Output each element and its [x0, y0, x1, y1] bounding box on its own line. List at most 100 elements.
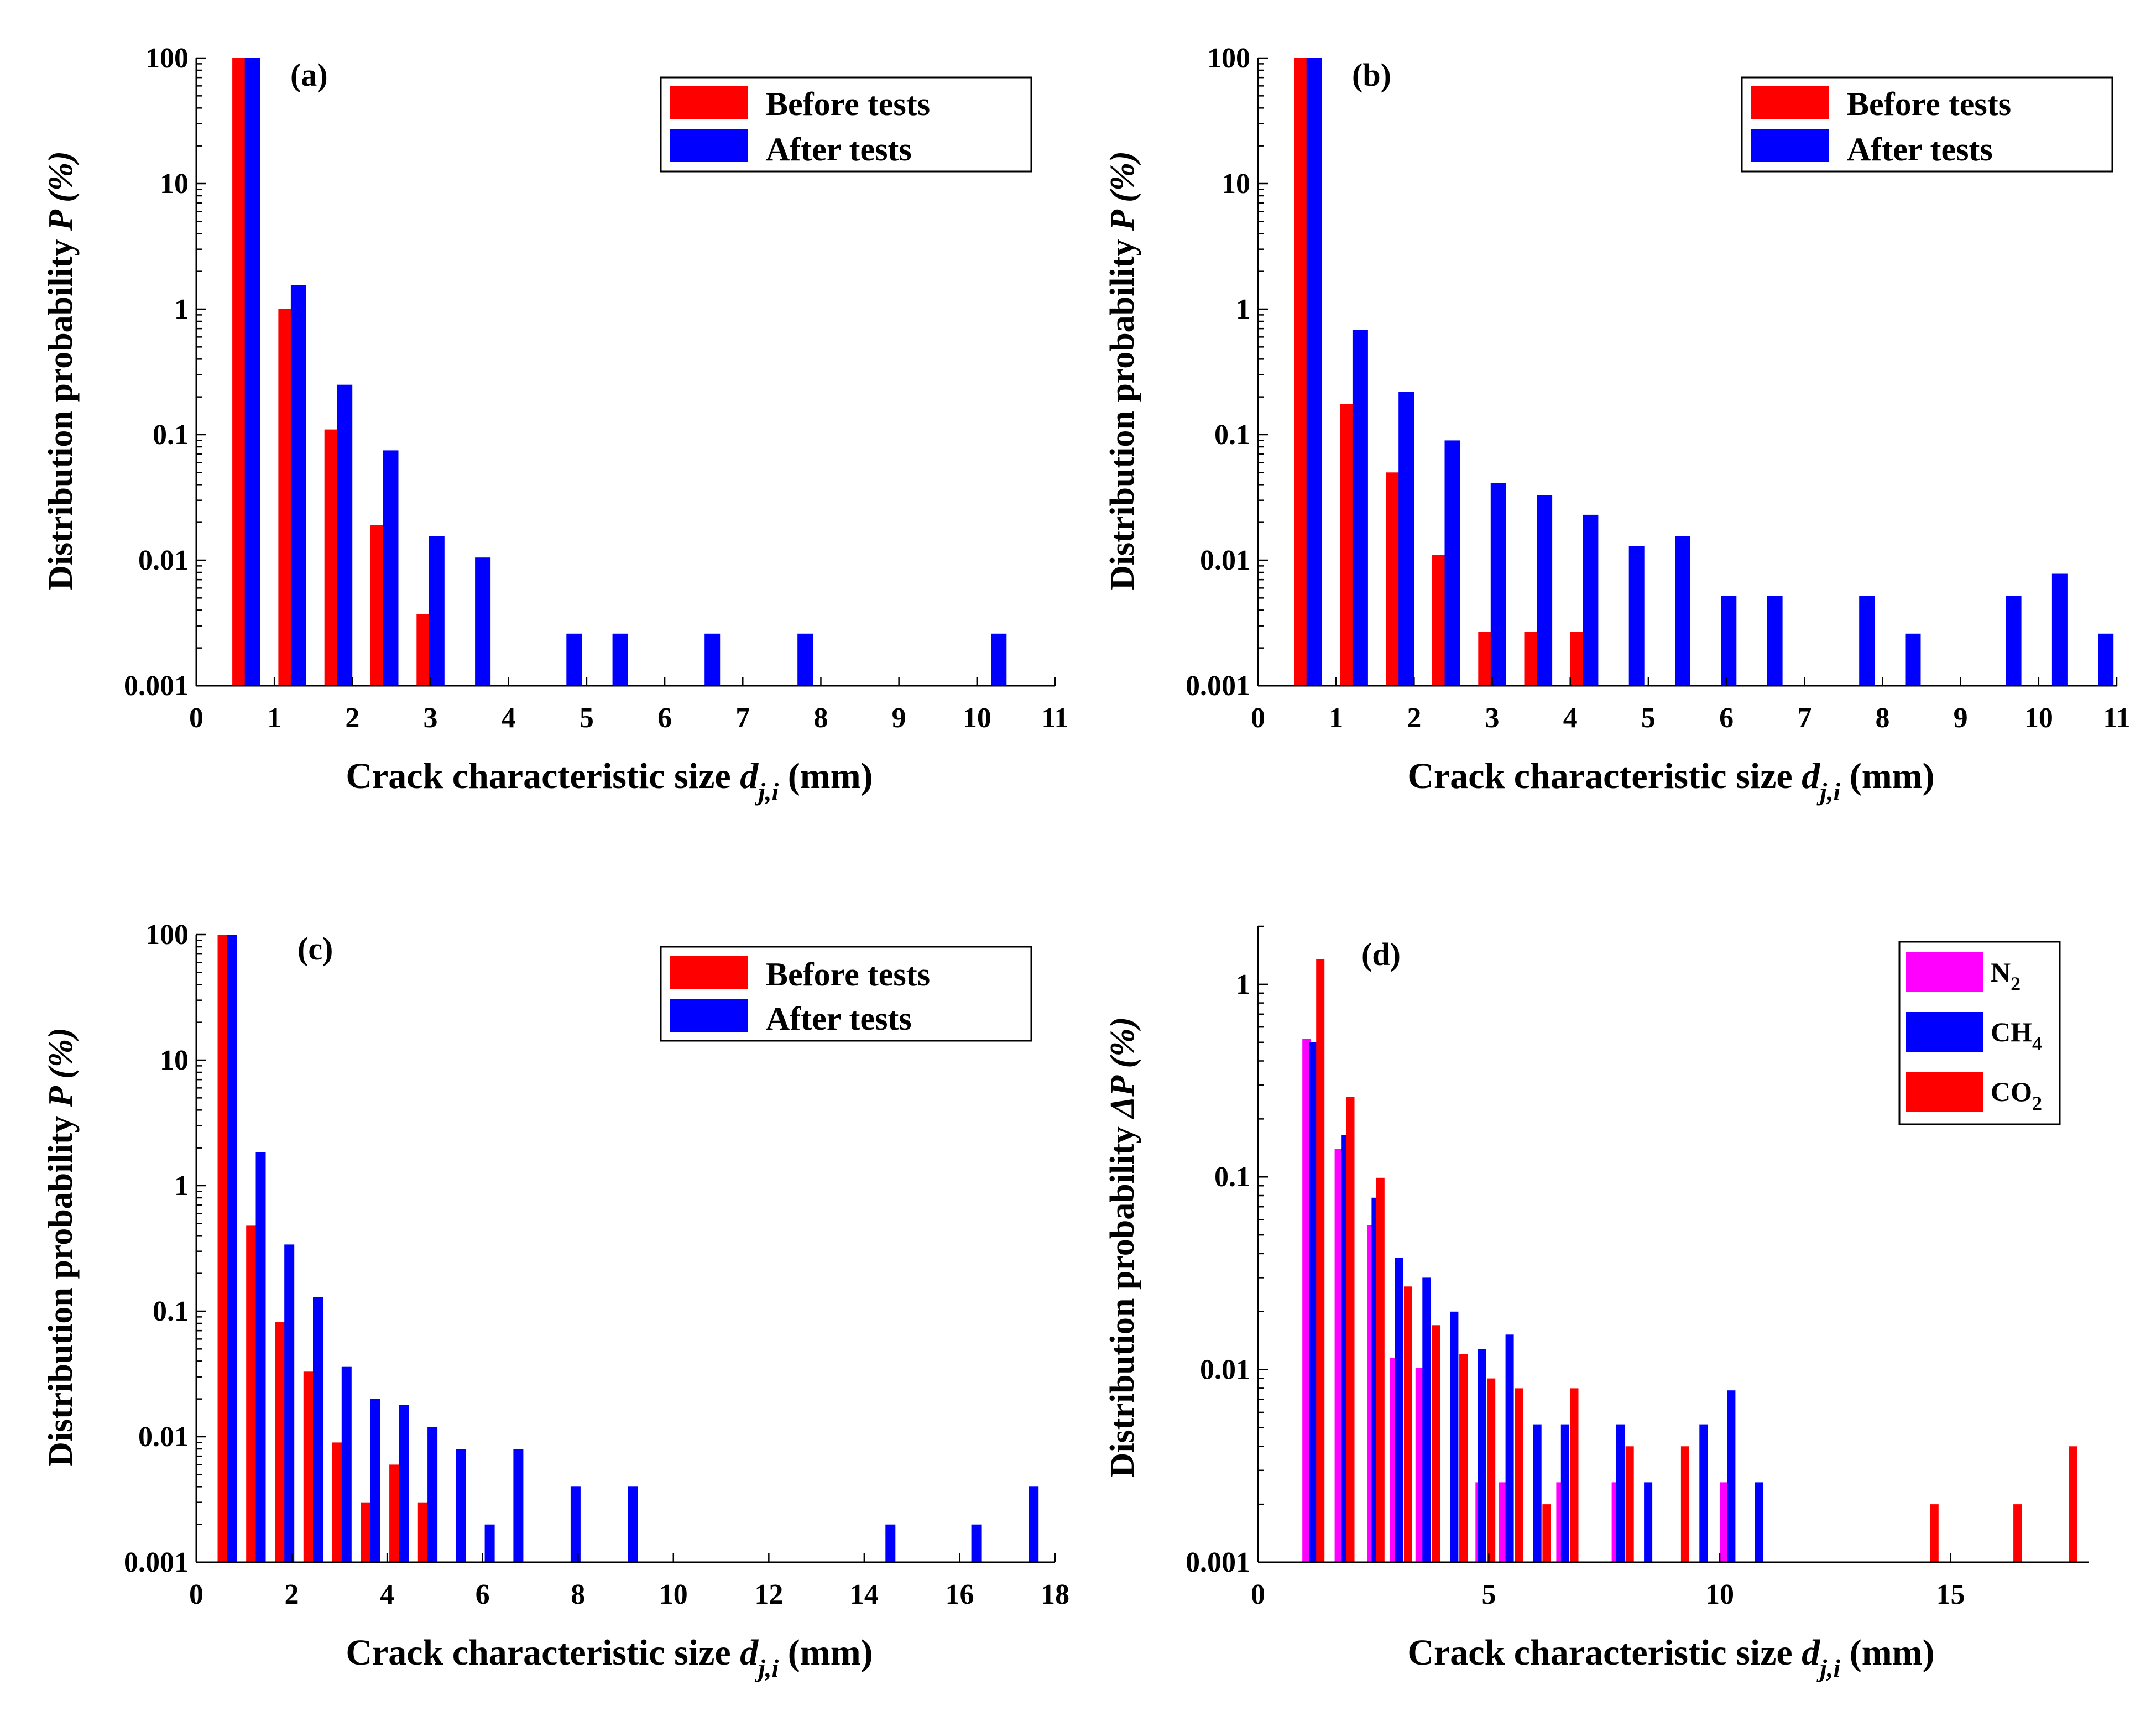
panel-d-tag: (d) — [1361, 936, 1401, 972]
panel-c-bar-after-tests-5 — [370, 1399, 380, 1562]
panel-d-bar-co2-0 — [1316, 959, 1325, 1562]
panel-d-bar-ch4-11 — [1644, 1482, 1653, 1562]
panel-d-legend: N2 CH4 CO2 — [1898, 941, 2061, 1125]
panel-c-bar-before-tests-2 — [275, 1322, 285, 1562]
panel-a-bar-after-tests-5 — [475, 557, 491, 686]
panel-d-ytick-label-3: 1 — [1236, 969, 1250, 1000]
panel-b-xtick-label-0: 0 — [1251, 702, 1265, 734]
panel-b-axes: 0.001 0.01 0.1 1 10 100 0 1 2 3 4 5 6 7 8 9 10 11 — [1186, 43, 2131, 734]
panel-a-legend: Before tests After tests — [660, 76, 1032, 173]
panel-c-bar-before-tests-7 — [417, 1502, 428, 1562]
panel-d-xtick-label-1: 5 — [1482, 1579, 1496, 1610]
panel-d-bar-co2-7 — [1515, 1388, 1523, 1562]
panel-b-ytick-label-5: 100 — [1207, 43, 1250, 74]
panel-c-bar-before-tests-4 — [332, 1442, 342, 1562]
panel-c: 0.001 0.01 0.1 1 10 100 0 2 4 6 8 10 12 14 16 18 (c) Be… — [42, 919, 1069, 1682]
panel-b-tag: (b) — [1352, 57, 1391, 93]
panel-a-tag: (a) — [290, 57, 328, 93]
panel-b-bar-after-tests-2 — [1398, 392, 1414, 686]
panel-d-bar-co2-5 — [1459, 1354, 1468, 1562]
panel-d-bar-co2-1 — [1346, 1097, 1355, 1562]
panel-a-bar-after-tests-8 — [704, 633, 721, 686]
panel-b-legend-swatch-before — [1751, 86, 1829, 119]
panel-d-bar-co2-10 — [1625, 1446, 1634, 1562]
panel-b-ytick-label-1: 0.01 — [1200, 545, 1250, 576]
panel-c-bar-after-tests-13 — [885, 1524, 896, 1562]
panel-c-ytick-label-0: 0.001 — [124, 1547, 189, 1578]
panel-d-bar-co2-8 — [1542, 1504, 1551, 1562]
panel-b-legend: Before tests After tests — [1741, 76, 2113, 173]
panel-c-bar-after-tests-8 — [456, 1449, 466, 1562]
panel-d-legend-n2: N2 — [1991, 957, 2021, 995]
panel-c-xtick-label-3: 6 — [476, 1579, 490, 1610]
panel-d-bar-ch4-9 — [1560, 1424, 1569, 1562]
panel-d-xtick-label-2: 10 — [1705, 1579, 1734, 1610]
panel-b-xtick-label-6: 6 — [1719, 702, 1734, 734]
panel-d-bar-ch4-0 — [1309, 1042, 1318, 1562]
panel-c-bar-after-tests-1 — [255, 1152, 266, 1562]
panel-b-xtick-label-11: 11 — [2103, 702, 2130, 734]
panel-a-xtick-label-8: 8 — [813, 702, 828, 734]
panel-c-legend-before: Before tests — [766, 956, 930, 993]
panel-c-bar-before-tests-3 — [303, 1371, 314, 1562]
panel-a-bar-after-tests-2 — [337, 384, 353, 686]
panel-a-ylabel: Distribution probability P (%) — [42, 151, 80, 590]
panel-b-xtick-label-10: 10 — [2024, 702, 2053, 734]
panel-b-xtick-label-1: 1 — [1329, 702, 1343, 734]
panel-b-bar-after-tests-11 — [1859, 596, 1875, 686]
panel-d-bar-n2-0 — [1302, 1039, 1311, 1562]
panel-a-xtick-label-1: 1 — [267, 702, 281, 734]
panel-d-bar-ch4-7 — [1505, 1334, 1514, 1562]
panel-b-bar-after-tests-12 — [1905, 633, 1921, 686]
panel-c-bar-after-tests-14 — [971, 1524, 982, 1562]
panel-d-bar-n2-9 — [1720, 1482, 1729, 1562]
panel-a-xtick-label-6: 6 — [657, 702, 672, 734]
panel-c-xtick-label-0: 0 — [189, 1579, 203, 1610]
panel-d-bar-ch4-5 — [1450, 1311, 1459, 1562]
panel-c-tag: (c) — [297, 931, 333, 967]
panel-c-ytick-label-5: 100 — [145, 919, 189, 951]
panel-b-xtick-label-3: 3 — [1485, 702, 1500, 734]
panel-c-xtick-label-6: 12 — [754, 1579, 783, 1610]
panel-a-bar-after-tests-7 — [612, 633, 628, 686]
panel-d-bar-ch4-4 — [1422, 1277, 1431, 1562]
panel-b-xtick-label-5: 5 — [1641, 702, 1656, 734]
panel-b-ytick-label-4: 10 — [1221, 168, 1250, 200]
panel-d-bar-ch4-10 — [1616, 1424, 1625, 1562]
panel-d-bar-ch4-6 — [1478, 1349, 1486, 1562]
panel-d-bar-co2-4 — [1432, 1325, 1440, 1562]
panel-a-ytick-label-5: 100 — [145, 43, 189, 74]
panel-a-bar-after-tests-1 — [290, 285, 306, 686]
panel-a-xtick-label-5: 5 — [580, 702, 594, 734]
panel-d-bar-co2-2 — [1376, 1177, 1385, 1562]
panel-c-xtick-label-9: 18 — [1041, 1579, 1069, 1610]
panel-b-xtick-label-4: 4 — [1563, 702, 1578, 734]
panel-a-legend-swatch-after — [670, 129, 748, 162]
panel-b: 0.001 0.01 0.1 1 10 100 0 1 2 3 4 5 6 7 8 9 10 11 (b) Bef… — [1104, 43, 2131, 806]
panel-b-xtick-label-8: 8 — [1875, 702, 1889, 734]
panel-d-ytick-label-2: 0.1 — [1214, 1161, 1250, 1193]
panel-b-legend-before: Before tests — [1847, 86, 2011, 122]
panel-d-bar-ch4-8 — [1533, 1424, 1542, 1562]
panel-d-bars — [1302, 959, 2077, 1562]
panel-d-bar-ch4-12 — [1699, 1424, 1708, 1562]
panel-d-legend-ch4: CH4 — [1991, 1016, 2042, 1055]
panel-b-bar-after-tests-10 — [1767, 596, 1783, 686]
panel-a-xtick-label-10: 10 — [963, 702, 991, 734]
panel-a-legend-swatch-before — [670, 86, 748, 119]
panel-a-bar-after-tests-4 — [429, 536, 445, 686]
panel-a-bar-after-tests-3 — [383, 450, 399, 686]
panel-c-ytick-label-2: 0.1 — [153, 1296, 189, 1327]
panel-a-xtick-label-7: 7 — [735, 702, 750, 734]
panel-a-bar-after-tests-6 — [566, 633, 582, 686]
panel-b-bar-after-tests-9 — [1721, 596, 1737, 686]
panel-c-bar-after-tests-6 — [399, 1405, 409, 1562]
panel-d-bar-n2-4 — [1415, 1368, 1424, 1562]
panel-c-bar-after-tests-2 — [284, 1244, 295, 1562]
panel-b-bar-after-tests-15 — [2098, 633, 2114, 686]
panel-d-bar-co2-13 — [2013, 1504, 2022, 1562]
panel-c-bar-after-tests-10 — [513, 1449, 524, 1562]
panel-a-ytick-label-0: 0.001 — [124, 670, 189, 702]
panel-b-bar-after-tests-0 — [1306, 58, 1322, 686]
